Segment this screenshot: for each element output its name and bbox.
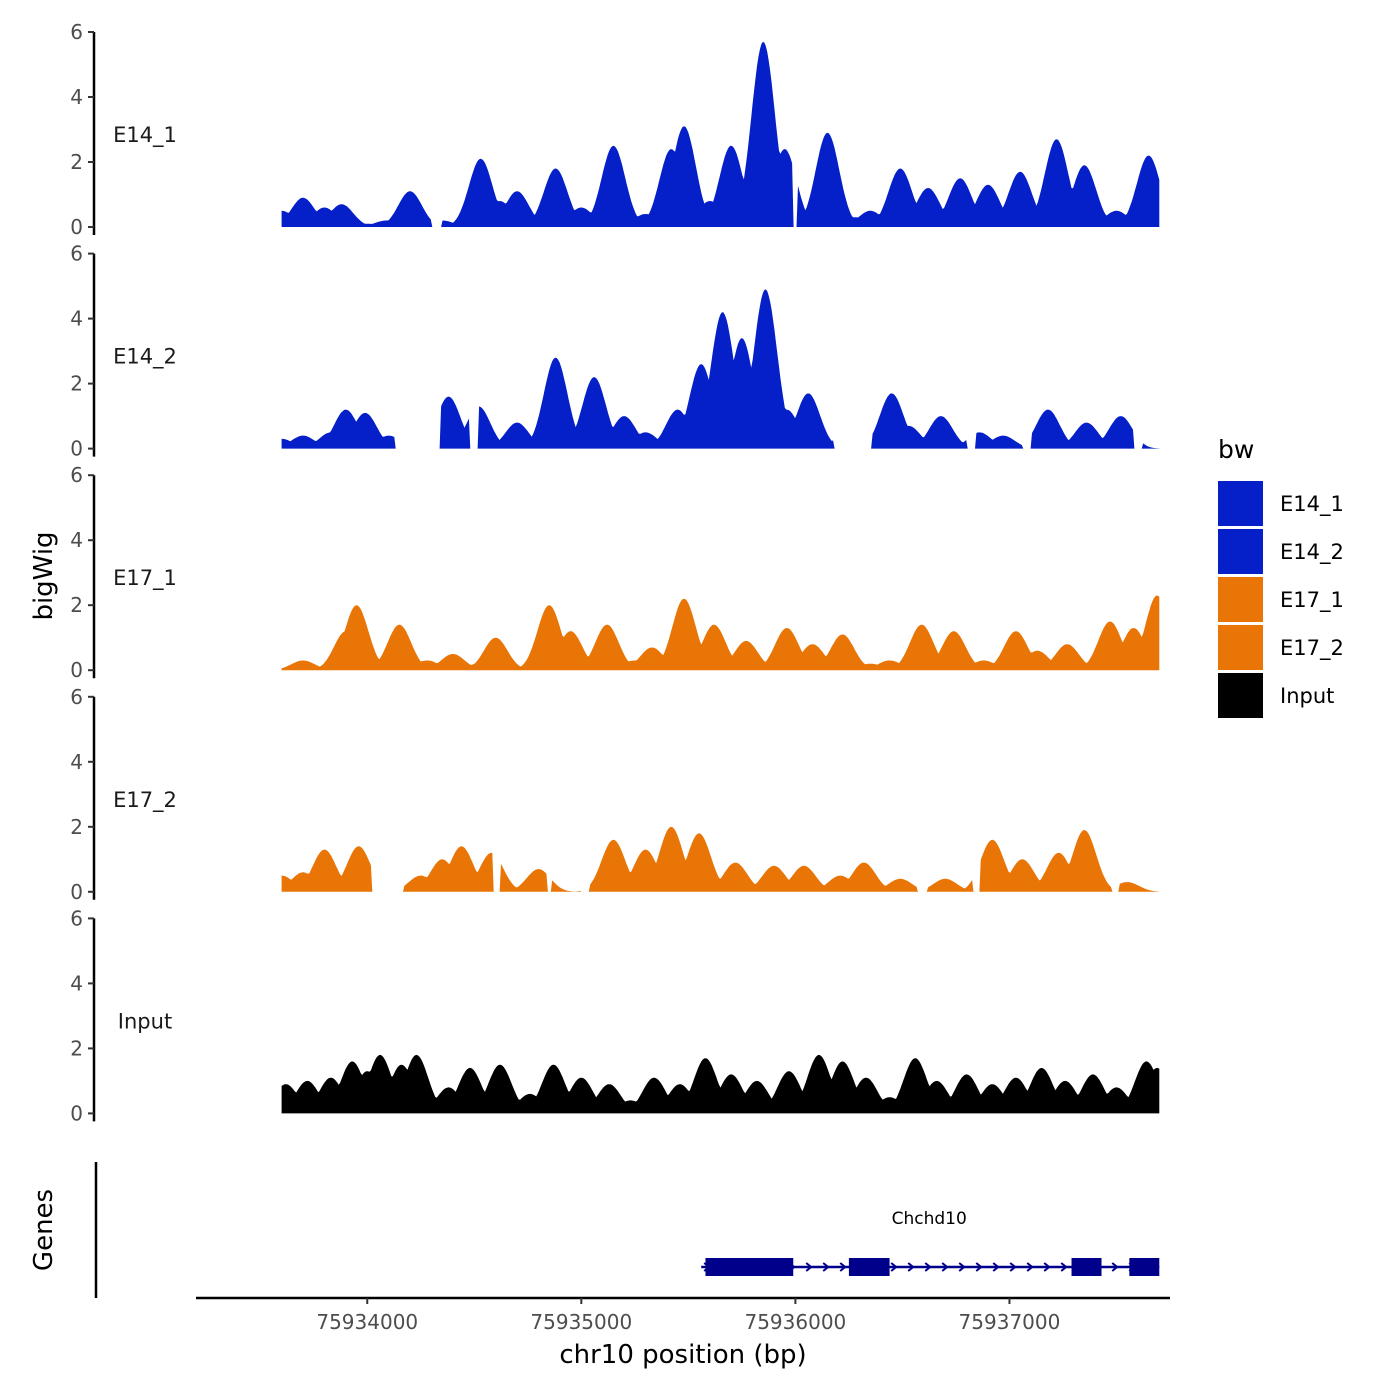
- y-tick-label: 0: [70, 658, 83, 682]
- y-tick-label: 6: [70, 685, 83, 709]
- y-axis-title: bigWig: [29, 531, 59, 620]
- gene-strand-arrow: [1043, 1262, 1051, 1272]
- track-e14-1: 0 2 4 6 E14_1: [70, 20, 1160, 239]
- x-tick-label: 75934000: [316, 1310, 418, 1334]
- y-tick-label: 4: [70, 307, 83, 331]
- y-tick-label: 6: [70, 20, 83, 44]
- gene-strand-arrow: [1009, 1262, 1017, 1272]
- legend-key-e17-2: [1218, 625, 1263, 670]
- track-label: E14_2: [113, 345, 177, 370]
- gene-exon: [1071, 1258, 1102, 1276]
- gene-strand-arrow: [805, 1262, 813, 1272]
- legend-label: E14_2: [1280, 540, 1344, 565]
- signal-area-e14-2: [281, 289, 1160, 449]
- y-tick-label: 6: [70, 242, 83, 266]
- gene-strand-arrow: [975, 1262, 983, 1272]
- signal-area-e17-1: [281, 595, 1160, 671]
- track-label: E17_2: [113, 788, 177, 813]
- y-tick-label: 4: [70, 750, 83, 774]
- y-tick-label: 2: [70, 815, 83, 839]
- y-tick-label: 0: [70, 437, 83, 461]
- x-tick-label: 75937000: [959, 1310, 1061, 1334]
- gene-strand-arrow: [890, 1262, 898, 1272]
- gene-strand-arrow: [958, 1262, 966, 1272]
- gene-model: [701, 1258, 1160, 1276]
- gene-strand-arrow: [822, 1262, 830, 1272]
- y-tick-label: 6: [70, 906, 83, 930]
- legend-key-input: [1218, 673, 1263, 718]
- gene-exon: [1129, 1258, 1160, 1276]
- track-e17-1: 0 2 4 6 E17_1: [70, 463, 1160, 682]
- y-tick-label: 2: [70, 150, 83, 174]
- gene-strand-arrow: [1111, 1262, 1119, 1272]
- y-tick-label: 0: [70, 880, 83, 904]
- track-input: 0 2 4 6 Input: [70, 906, 1160, 1125]
- gene-strand-arrow: [1060, 1262, 1068, 1272]
- y-tick-label: 0: [70, 1101, 83, 1125]
- bigwig-tracks: 0 2 4 6 E14_1 0 2 4 6 E14_2 0 2 4 6 E17_1 0 2 4 6 E17_2 0 2 4 6…: [70, 20, 1160, 1125]
- gene-label-chchd10: Chchd10: [892, 1209, 967, 1229]
- x-tick-label: 75936000: [744, 1310, 846, 1334]
- legend-key-e14-2: [1218, 529, 1263, 574]
- gene-exon: [705, 1258, 794, 1276]
- legend-label: Input: [1280, 684, 1334, 708]
- x-tick-label: 75935000: [530, 1310, 632, 1334]
- y-tick-label: 4: [70, 85, 83, 109]
- x-axis-ticks: 75934000 75935000 75936000 75937000: [316, 1298, 1060, 1334]
- gene-strand-arrow: [924, 1262, 932, 1272]
- y-tick-label: 4: [70, 528, 83, 552]
- signal-area-e17-2: [281, 826, 1160, 892]
- gene-track: Genes Chchd10: [29, 1162, 1160, 1298]
- track-label: Input: [118, 1009, 172, 1033]
- legend-label: E14_1: [1280, 492, 1344, 517]
- track-label: E14_1: [113, 123, 177, 148]
- y-tick-label: 4: [70, 971, 83, 995]
- gene-strand-arrow: [941, 1262, 949, 1272]
- gene-strand-arrow: [839, 1262, 847, 1272]
- y-tick-label: 2: [70, 593, 83, 617]
- legend-items: E14_1 E14_2 E17_1 E17_2 Input: [1218, 481, 1344, 718]
- y-tick-label: 2: [70, 1036, 83, 1060]
- y-tick-label: 6: [70, 463, 83, 487]
- gene-strand-arrow: [907, 1262, 915, 1272]
- legend-key-e14-1: [1218, 481, 1263, 526]
- legend-label: E17_1: [1280, 588, 1344, 613]
- gene-track-title: Genes: [29, 1189, 59, 1271]
- legend: bw E14_1 E14_2 E17_1 E17_2 Input: [1218, 435, 1344, 718]
- signal-area-input: [281, 1054, 1160, 1114]
- x-axis: 75934000 75935000 75936000 75937000 chr10 p…: [196, 1296, 1170, 1370]
- y-tick-label: 0: [70, 215, 83, 239]
- track-label: E17_1: [113, 566, 177, 591]
- y-tick-label: 2: [70, 372, 83, 396]
- x-axis-title: chr10 position (bp): [559, 1340, 806, 1370]
- legend-title: bw: [1218, 435, 1254, 464]
- gene-strand-arrow: [992, 1262, 1000, 1272]
- legend-key-e17-1: [1218, 577, 1263, 622]
- gene-exon: [848, 1258, 890, 1276]
- track-e14-2: 0 2 4 6 E14_2: [70, 242, 1160, 461]
- legend-label: E17_2: [1280, 636, 1344, 661]
- signal-area-e14-1: [281, 41, 1160, 228]
- track-e17-2: 0 2 4 6 E17_2: [70, 685, 1160, 904]
- gene-strand-arrow: [1026, 1262, 1034, 1272]
